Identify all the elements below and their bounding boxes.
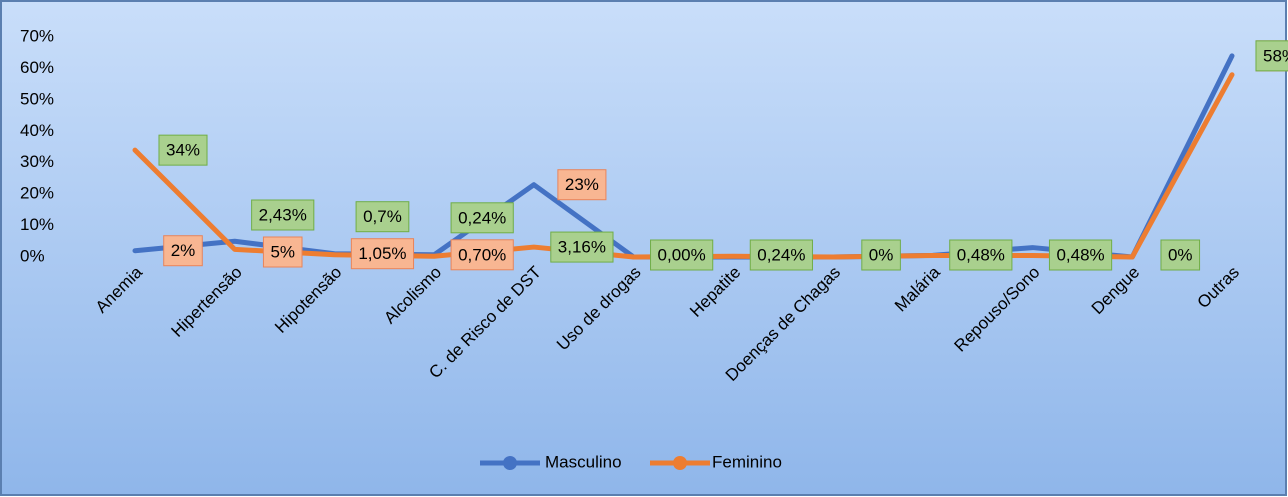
y-tick-label: 40% [20,121,54,140]
data-label-box [450,202,514,234]
y-tick-label: 20% [20,184,54,203]
data-label: 0,24% [749,239,813,271]
data-label-box [550,231,614,263]
y-tick-label: 50% [20,89,54,108]
data-label-text: 0,48% [957,245,1005,264]
data-label: 0% [861,239,901,271]
data-label: 0% [1160,239,1201,271]
data-label: 34% [158,134,208,166]
data-label-box [1048,239,1113,271]
data-label-text: 2,43% [259,205,307,224]
data-label: 2% [163,235,203,267]
data-label-text: 3,16% [558,238,606,257]
data-label: 0,70% [450,239,514,271]
data-label-text: 0,24% [458,208,506,227]
y-tick-label: 70% [20,26,54,45]
data-label-box [749,239,813,271]
data-label-box [450,239,514,271]
data-label: 5% [262,236,303,268]
data-label: 0,7% [355,201,410,233]
data-label: 3,16% [550,231,614,263]
data-label-box [163,235,203,267]
data-label-text: 58% [1263,46,1288,65]
data-label-text: 34% [166,141,200,160]
data-label-text: 0,24% [757,245,805,264]
legend-label: Feminino [712,452,782,471]
data-label-text: 0,70% [458,245,506,264]
data-label-text: 0% [1168,245,1193,264]
data-label-box [262,236,303,268]
data-label: 0,24% [450,202,514,234]
data-label-text: 0,7% [363,207,402,226]
data-label-text: 0% [869,245,894,264]
data-label: 1,05% [350,238,415,270]
legend-marker [503,456,517,470]
data-label: 0,00% [650,239,714,271]
y-tick-label: 60% [20,58,54,77]
data-label-box [650,239,714,271]
legend-label: Masculino [545,452,622,471]
data-label-box [949,239,1013,271]
data-label: 58% [1255,40,1288,72]
data-label: 0,48% [949,239,1013,271]
data-label-text: 23% [565,175,599,194]
data-label-box [158,134,208,166]
data-label: 2,43% [251,199,315,231]
data-label-text: 2% [171,241,196,260]
data-label-box [557,169,607,201]
data-label-box [1160,239,1201,271]
y-tick-label: 0% [20,246,45,265]
data-label-box [350,238,415,270]
data-label-box [861,239,901,271]
data-label-box [355,201,410,233]
data-label-box [1255,40,1288,72]
data-label-box [251,199,315,231]
data-label: 0,48% [1048,239,1113,271]
y-tick-label: 30% [20,152,54,171]
data-label-text: 0,00% [658,245,706,264]
data-label-text: 1,05% [358,244,406,263]
legend-marker [673,456,687,470]
data-label: 23% [557,169,607,201]
data-label-text: 5% [270,242,295,261]
data-label-text: 0,48% [1056,245,1104,264]
y-tick-label: 10% [20,215,54,234]
